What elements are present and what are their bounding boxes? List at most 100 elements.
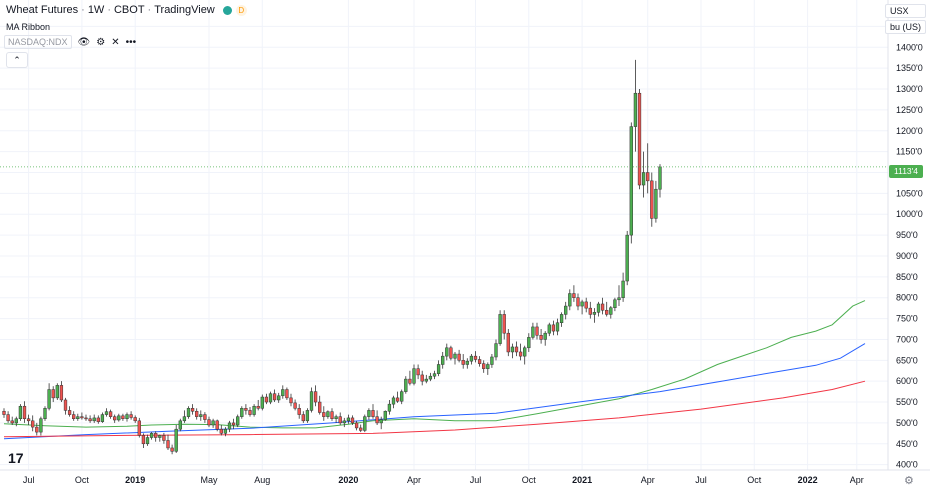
candle-body bbox=[59, 385, 64, 401]
y-tick-label: 1050'0 bbox=[896, 188, 923, 198]
collapse-legend-button[interactable]: ⌃ bbox=[6, 52, 28, 68]
candle-body bbox=[654, 188, 658, 219]
candle-body bbox=[121, 415, 125, 419]
candle-body bbox=[289, 397, 293, 404]
candle-body bbox=[527, 337, 531, 349]
candle-body bbox=[55, 385, 59, 399]
candle-body bbox=[309, 391, 314, 411]
y-tick-label: 800'0 bbox=[896, 293, 918, 303]
x-tick-label: Oct bbox=[747, 475, 762, 485]
candle-body bbox=[518, 351, 523, 357]
interval-label[interactable]: 1W bbox=[87, 4, 105, 16]
candle-body bbox=[166, 440, 170, 449]
y-tick-label: 900'0 bbox=[896, 251, 918, 261]
candle-body bbox=[318, 401, 322, 413]
candle-body bbox=[531, 326, 535, 338]
candle-body bbox=[367, 410, 371, 417]
candle-body bbox=[125, 414, 129, 419]
candle-body bbox=[231, 422, 236, 426]
y-tick-label: 650'0 bbox=[896, 355, 918, 365]
candle-body bbox=[178, 420, 182, 430]
candle-body bbox=[354, 422, 359, 429]
candle-body bbox=[605, 309, 609, 315]
candle-body bbox=[646, 172, 650, 182]
last-price-tag: 1113'4 bbox=[889, 165, 923, 178]
candle-body bbox=[108, 411, 113, 417]
candle-body bbox=[190, 408, 195, 412]
x-tick-label: May bbox=[200, 475, 218, 485]
candle-body bbox=[256, 405, 260, 409]
more-icon[interactable]: ••• bbox=[125, 36, 137, 48]
x-tick-label: 2020 bbox=[338, 475, 358, 485]
candle-body bbox=[342, 420, 346, 424]
y-tick-label: 1000'0 bbox=[896, 209, 923, 219]
y-tick-label: 450'0 bbox=[896, 439, 918, 449]
candle-body bbox=[650, 180, 654, 219]
candle-body bbox=[363, 416, 367, 431]
tradingview-logo-icon[interactable]: 17 bbox=[8, 450, 24, 466]
candle-body bbox=[297, 408, 301, 415]
candle-body bbox=[223, 428, 228, 434]
candle-body bbox=[564, 305, 568, 315]
candle-body bbox=[18, 405, 23, 419]
measure-unit[interactable]: bu (US) bbox=[884, 20, 926, 34]
settings-icon[interactable]: ⚙ bbox=[904, 475, 914, 487]
candle-body bbox=[174, 428, 178, 452]
candle-body bbox=[334, 416, 338, 419]
candle-body bbox=[285, 389, 289, 399]
candle-body bbox=[613, 299, 617, 308]
y-tick-label: 1150'0 bbox=[896, 147, 922, 157]
time-axis[interactable]: Jul Oct 2019 May Aug 2020 Apr Jul Oct 2021 Apr Jul O… bbox=[0, 469, 930, 485]
close-icon[interactable]: ✕ bbox=[111, 36, 120, 48]
candle-body bbox=[207, 419, 211, 426]
candle-body bbox=[219, 428, 223, 434]
candle-body bbox=[400, 391, 404, 402]
candle-body bbox=[252, 405, 256, 415]
candle-body bbox=[211, 420, 215, 426]
ma-mid-line bbox=[3, 343, 866, 440]
candle-body bbox=[43, 408, 47, 419]
candle-body bbox=[31, 420, 35, 428]
candle-body bbox=[432, 373, 437, 377]
indicator-ma-ribbon[interactable]: MA Ribbon bbox=[6, 22, 50, 32]
candle-body bbox=[301, 414, 305, 422]
candle-body bbox=[502, 314, 506, 334]
candle-body bbox=[457, 353, 461, 361]
candle-body bbox=[113, 416, 117, 421]
candle-body bbox=[35, 426, 39, 433]
candle-body bbox=[2, 410, 6, 415]
candle-body bbox=[453, 353, 457, 359]
price-axis[interactable]: 1450'01400'01350'01300'01250'01200'01150… bbox=[887, 0, 923, 470]
candle-body bbox=[543, 332, 547, 340]
source-label: TradingView bbox=[154, 4, 215, 16]
candle-body bbox=[387, 403, 392, 412]
candle-body bbox=[473, 355, 478, 360]
currency-unit[interactable]: USX bbox=[884, 4, 926, 18]
candle-body bbox=[559, 314, 564, 324]
compare-symbol[interactable]: NASDAQ:NDX bbox=[4, 35, 72, 49]
compare-indicator-row[interactable]: NASDAQ:NDX 👁 ⚙ ✕ ••• bbox=[4, 35, 136, 49]
candle-body bbox=[338, 416, 342, 424]
candle-body bbox=[523, 347, 527, 357]
candle-body bbox=[379, 419, 383, 424]
candle-body bbox=[535, 326, 539, 336]
candle-body bbox=[506, 332, 510, 353]
candle-body bbox=[154, 433, 158, 438]
eye-icon[interactable]: 👁 bbox=[77, 36, 91, 48]
candle-body bbox=[617, 297, 621, 301]
symbol-legend: Wheat Futures · 1W · CBOT · TradingView … bbox=[6, 4, 247, 16]
candle-body bbox=[268, 393, 273, 403]
candle-body bbox=[588, 307, 592, 315]
gear-icon[interactable]: ⚙ bbox=[96, 36, 106, 48]
candle-body bbox=[244, 408, 248, 411]
candle-body bbox=[215, 420, 219, 430]
candle-body bbox=[10, 420, 14, 424]
y-tick-label: 700'0 bbox=[896, 334, 918, 344]
currency-box[interactable]: USX bu (US) bbox=[884, 4, 926, 36]
y-tick-label: 600'0 bbox=[896, 376, 918, 386]
candle-body bbox=[555, 322, 560, 332]
candle-body bbox=[420, 374, 424, 382]
candle-body bbox=[383, 410, 387, 420]
symbol-name[interactable]: Wheat Futures bbox=[6, 4, 79, 16]
